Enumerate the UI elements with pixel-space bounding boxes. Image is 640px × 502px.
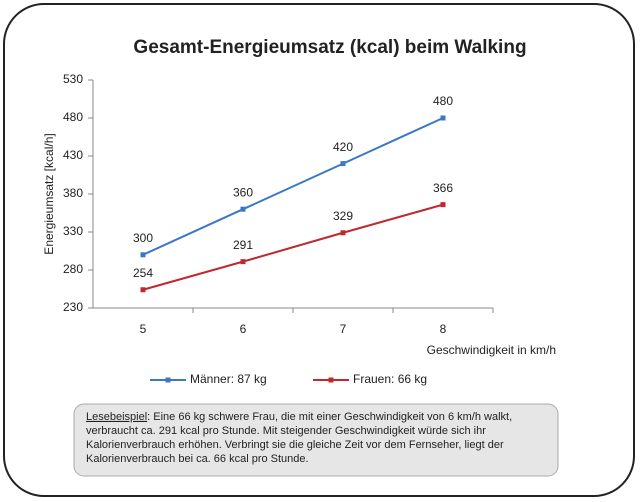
- y-tick-label: 230: [63, 300, 83, 314]
- legend-marker: [328, 377, 334, 383]
- data-label: 254: [133, 266, 153, 280]
- y-tick-label: 430: [63, 148, 83, 162]
- x-tick-label: 5: [140, 322, 147, 336]
- legend-label: Frauen: 66 kg: [353, 372, 427, 386]
- marker: [340, 161, 346, 167]
- data-label: 291: [233, 238, 253, 252]
- note-label: Lesebeispiel: [86, 411, 147, 423]
- data-label: 366: [433, 181, 453, 195]
- marker: [140, 287, 146, 293]
- y-tick-label: 380: [63, 186, 83, 200]
- y-axis-title: Energieumsatz [kcal/h]: [42, 133, 56, 254]
- note-box: [73, 403, 559, 477]
- marker: [440, 202, 446, 208]
- x-axis-title: Geschwindigkeit in km/h: [427, 343, 556, 357]
- data-label: 329: [333, 209, 353, 223]
- marker: [340, 230, 346, 236]
- x-tick-label: 6: [240, 322, 247, 336]
- chart-title: Gesamt-Energieumsatz (kcal) beim Walking: [133, 37, 526, 58]
- marker: [140, 252, 146, 258]
- series-line: [142, 117, 444, 256]
- data-label: 480: [433, 94, 453, 108]
- y-tick-label: 280: [63, 262, 83, 276]
- note-text: verbraucht ca. 291 kcal pro Stunde. Mit …: [86, 425, 486, 437]
- note-text: Kalorienverbrauch bei ca. 66 kcal pro St…: [86, 453, 309, 465]
- marker: [240, 206, 246, 212]
- y-tick-label: 480: [63, 110, 83, 124]
- marker: [440, 115, 446, 121]
- x-tick-label: 8: [440, 322, 447, 336]
- data-label: 420: [333, 140, 353, 154]
- data-label: 300: [133, 231, 153, 245]
- data-label: 360: [233, 185, 253, 199]
- legend-marker: [165, 377, 171, 383]
- series-line: [142, 203, 444, 291]
- y-tick-label: 530: [63, 72, 83, 86]
- x-tick-label: 7: [340, 322, 347, 336]
- marker: [240, 259, 246, 265]
- legend-label: Männer: 87 kg: [190, 372, 267, 386]
- y-tick-label: 330: [63, 224, 83, 238]
- frame: [3, 3, 635, 497]
- note-text: : Eine 66 kg schwere Frau, die mit einer…: [147, 411, 512, 423]
- note-text: Kalorienverbrauch erhöhen. Verbringt sie…: [86, 439, 504, 451]
